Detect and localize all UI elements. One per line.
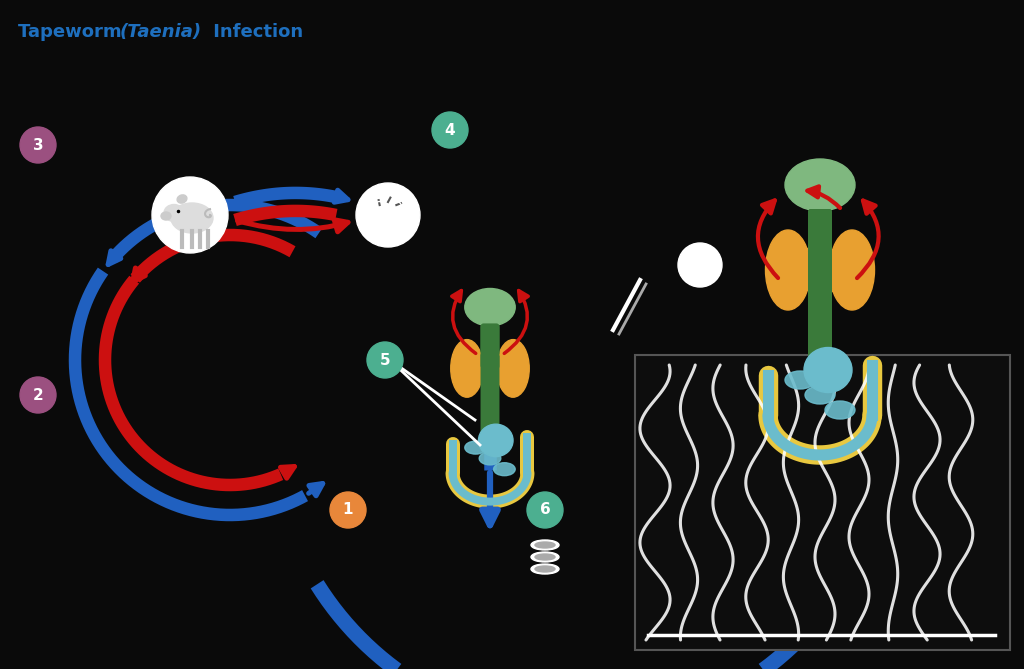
Ellipse shape bbox=[531, 552, 559, 562]
FancyBboxPatch shape bbox=[480, 324, 500, 369]
Ellipse shape bbox=[531, 564, 559, 574]
Circle shape bbox=[330, 492, 366, 528]
Text: 3: 3 bbox=[33, 138, 43, 153]
Circle shape bbox=[152, 177, 228, 253]
Circle shape bbox=[432, 112, 468, 148]
Ellipse shape bbox=[494, 463, 515, 476]
Text: (Taenia): (Taenia) bbox=[120, 23, 202, 41]
Ellipse shape bbox=[478, 424, 513, 457]
Bar bbox=[635, 355, 1010, 650]
FancyBboxPatch shape bbox=[808, 209, 831, 385]
Circle shape bbox=[527, 492, 563, 528]
Ellipse shape bbox=[531, 540, 559, 550]
Text: 2: 2 bbox=[33, 387, 43, 403]
Ellipse shape bbox=[535, 566, 555, 572]
Ellipse shape bbox=[785, 159, 855, 211]
Text: 6: 6 bbox=[540, 502, 550, 518]
FancyBboxPatch shape bbox=[808, 209, 831, 270]
FancyBboxPatch shape bbox=[480, 324, 500, 452]
Ellipse shape bbox=[805, 386, 835, 404]
Text: 4: 4 bbox=[444, 122, 456, 138]
Ellipse shape bbox=[497, 340, 529, 397]
Ellipse shape bbox=[785, 371, 815, 389]
Ellipse shape bbox=[766, 230, 811, 310]
Ellipse shape bbox=[829, 230, 874, 310]
Ellipse shape bbox=[535, 542, 555, 548]
Ellipse shape bbox=[164, 205, 184, 221]
Ellipse shape bbox=[177, 195, 187, 203]
Circle shape bbox=[20, 377, 56, 413]
Text: Infection: Infection bbox=[207, 23, 303, 41]
Ellipse shape bbox=[171, 203, 213, 233]
Circle shape bbox=[20, 127, 56, 163]
Ellipse shape bbox=[804, 347, 852, 393]
Ellipse shape bbox=[161, 212, 171, 220]
Ellipse shape bbox=[535, 554, 555, 560]
Text: 1: 1 bbox=[343, 502, 353, 518]
Circle shape bbox=[356, 183, 420, 247]
Text: 5: 5 bbox=[380, 353, 390, 367]
Circle shape bbox=[678, 243, 722, 287]
Ellipse shape bbox=[479, 452, 501, 465]
Text: Tapeworm: Tapeworm bbox=[18, 23, 128, 41]
Ellipse shape bbox=[825, 401, 855, 419]
Ellipse shape bbox=[465, 441, 486, 454]
Circle shape bbox=[367, 342, 403, 378]
Ellipse shape bbox=[465, 288, 515, 326]
Ellipse shape bbox=[451, 340, 483, 397]
